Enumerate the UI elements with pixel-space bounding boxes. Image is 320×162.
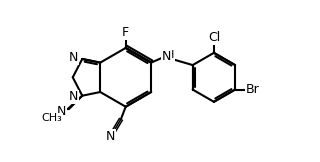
Text: N: N <box>106 130 115 143</box>
Text: N: N <box>69 51 79 64</box>
Text: N: N <box>162 50 171 63</box>
Text: Cl: Cl <box>208 31 220 44</box>
Text: N: N <box>57 105 67 118</box>
Text: F: F <box>122 26 129 39</box>
Text: Br: Br <box>245 83 259 96</box>
Text: N: N <box>69 90 79 103</box>
Text: CH₃: CH₃ <box>41 113 62 123</box>
Text: H: H <box>166 50 174 60</box>
